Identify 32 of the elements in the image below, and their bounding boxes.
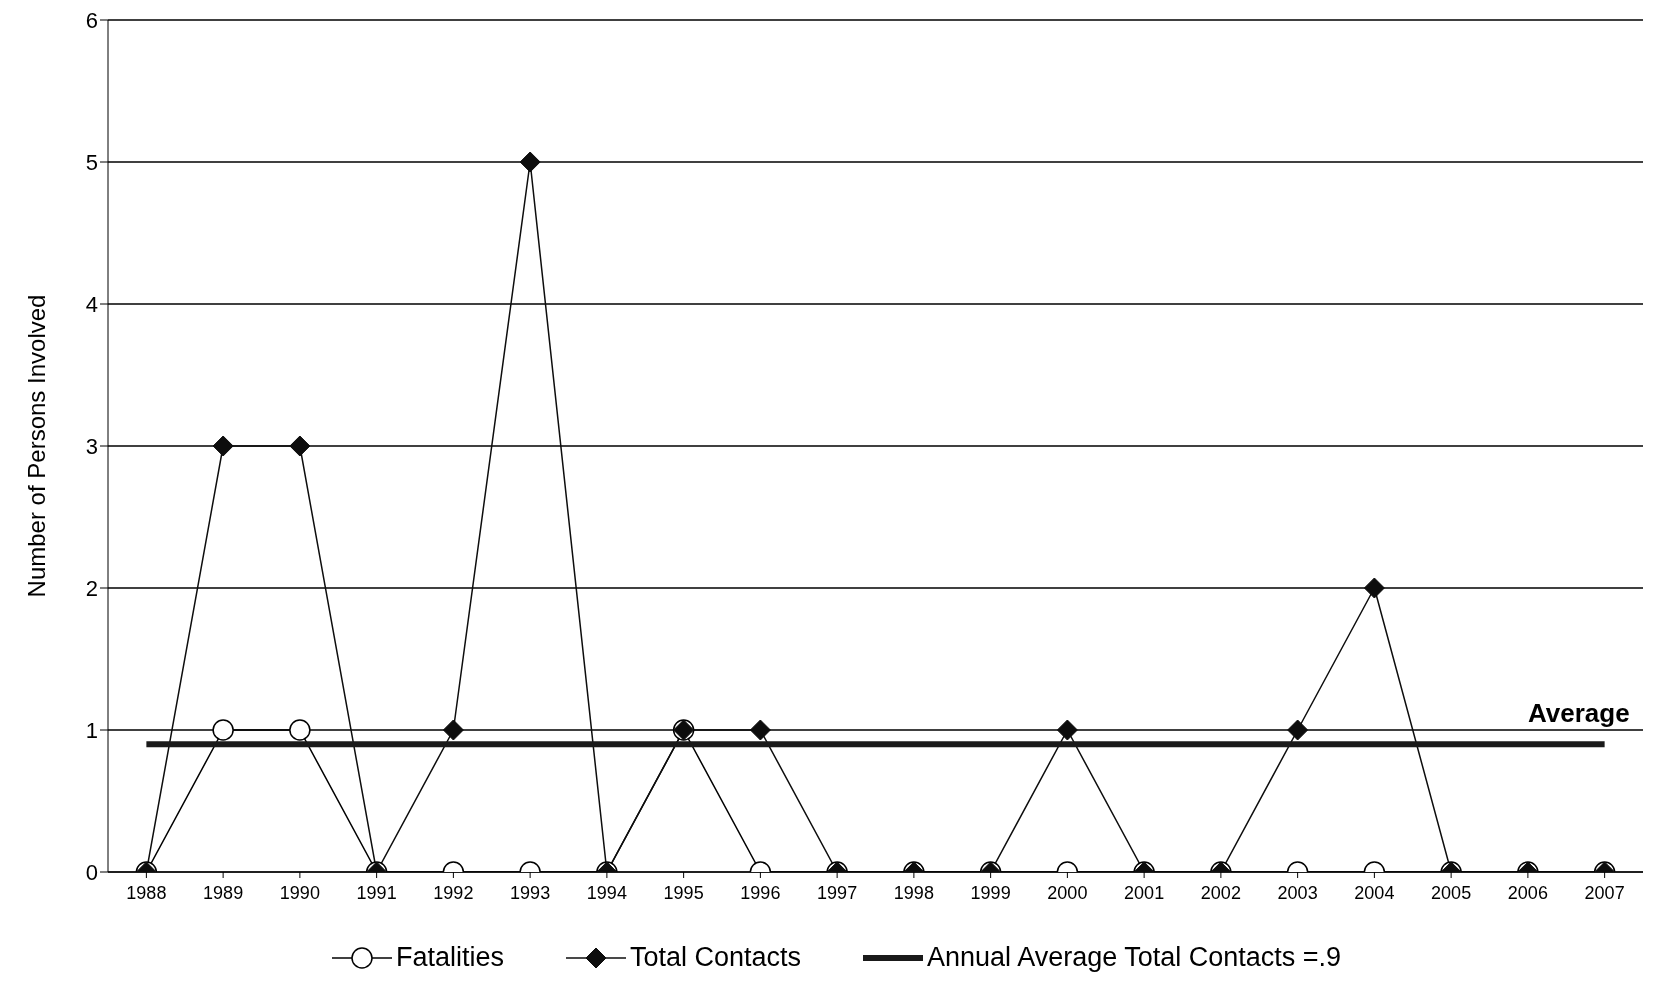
x-tick-label: 1996 [740,882,781,903]
x-tick-label: 2003 [1277,882,1318,903]
x-tick-label: 2001 [1124,882,1165,903]
annotation: Average [1527,698,1630,729]
y-tick-label: 2 [85,575,98,601]
x-tick-label: 1998 [893,882,934,903]
y-tick-label: 0 [85,859,98,885]
legend-label: Total Contacts [629,942,802,973]
x-tick-label: 1995 [663,882,704,903]
x-tick-label: 2005 [1431,882,1472,903]
legend-label: Fatalities [395,942,504,973]
y-axis-title: Number of Persons Involved [22,294,50,598]
x-tick-label: 2002 [1200,882,1241,903]
x-tick-label: 1994 [586,882,627,903]
y-tick-label: 3 [85,433,98,459]
y-tick-label: 4 [85,291,98,317]
x-tick-label: 2000 [1047,882,1088,903]
x-tick-label: 1997 [817,882,858,903]
x-tick-label: 2006 [1507,882,1548,903]
legend-label: Annual Average Total Contacts =.9 [927,942,1342,973]
x-tick-label: 1993 [510,882,551,903]
x-tick-label: 2007 [1584,882,1625,903]
x-tick-label: 1989 [203,882,244,903]
y-tick-label: 6 [85,7,98,33]
x-tick-label: 1990 [279,882,320,903]
y-tick-label: 5 [85,149,98,175]
x-tick-label: 1992 [433,882,474,903]
x-tick-label: 1991 [356,882,397,903]
y-tick-label: 1 [85,717,98,743]
x-tick-label: 2004 [1354,882,1395,903]
x-tick-label: 1999 [970,882,1011,903]
x-tick-label: 1988 [126,882,167,903]
